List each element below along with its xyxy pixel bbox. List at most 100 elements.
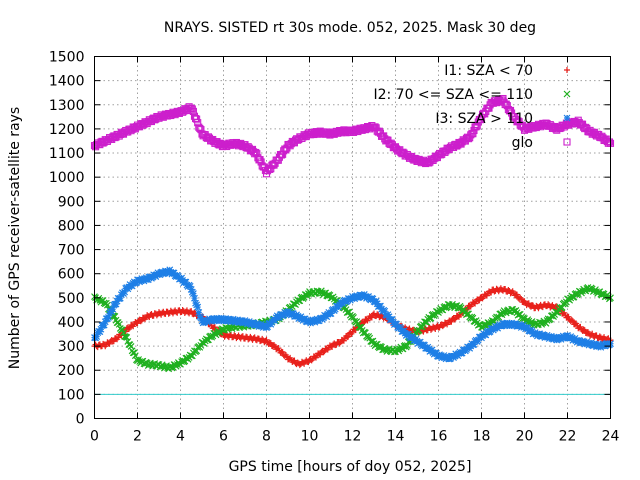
data-point <box>308 357 315 364</box>
data-point <box>116 294 124 302</box>
data-point <box>178 274 185 282</box>
data-point <box>189 107 197 115</box>
data-point <box>472 123 480 131</box>
data-point <box>427 326 434 333</box>
data-point <box>195 308 203 316</box>
data-point <box>257 320 265 328</box>
data-point <box>198 317 206 325</box>
data-point <box>267 340 274 347</box>
data-point <box>170 269 178 277</box>
data-point <box>197 314 205 322</box>
data-point <box>470 341 478 348</box>
y-tick-label: 400 <box>58 315 85 331</box>
data-point <box>134 320 141 327</box>
data-point <box>571 334 579 342</box>
data-point <box>102 299 110 307</box>
data-point <box>311 318 319 326</box>
legend-marker <box>563 114 571 122</box>
data-point <box>271 317 279 324</box>
data-point <box>464 310 471 318</box>
data-point <box>569 318 576 325</box>
legend-label: I3: SZA > 110 <box>435 111 533 127</box>
data-point <box>96 328 104 336</box>
x-tick-label: 18 <box>473 429 491 445</box>
x-tick-label: 2 <box>133 429 142 445</box>
data-point <box>323 313 331 321</box>
data-point <box>214 315 222 323</box>
data-point <box>189 290 197 297</box>
data-point <box>348 295 355 302</box>
data-point <box>267 320 275 328</box>
data-point <box>513 291 520 298</box>
y-tick-label: 600 <box>58 267 85 283</box>
data-point <box>488 289 495 296</box>
data-point <box>144 276 152 284</box>
legend-label: I1: SZA < 70 <box>444 63 533 79</box>
x-tick-label: 10 <box>301 429 319 445</box>
x-tick-label: 20 <box>516 429 534 445</box>
series-4 <box>90 94 615 178</box>
y-tick-label: 700 <box>58 243 85 259</box>
data-point <box>125 325 132 332</box>
data-point <box>301 315 309 323</box>
data-point <box>100 321 108 329</box>
data-point <box>191 294 198 302</box>
data-point <box>437 352 445 360</box>
data-point <box>242 318 250 326</box>
data-point <box>494 324 502 332</box>
data-point <box>378 305 385 313</box>
data-point <box>285 307 293 315</box>
data-point <box>596 333 603 340</box>
data-point <box>458 349 466 357</box>
data-point <box>384 311 392 319</box>
y-tick-label: 200 <box>58 363 85 379</box>
data-point <box>115 320 123 328</box>
data-point <box>187 286 195 293</box>
data-point <box>565 313 572 320</box>
data-point <box>568 316 575 323</box>
data-point <box>400 327 408 335</box>
data-point <box>275 345 282 352</box>
data-point <box>412 335 420 343</box>
data-point <box>605 138 613 146</box>
data-point <box>581 327 588 334</box>
data-point <box>103 301 111 309</box>
legend: I1: SZA < 70 I2: 70 <= SZA <= 110 I3: SZA … <box>373 63 571 151</box>
x-tick-label: 0 <box>90 429 99 445</box>
data-point <box>432 349 440 357</box>
data-point <box>140 277 148 285</box>
data-point <box>93 333 101 341</box>
plot-frame <box>94 56 611 419</box>
data-point <box>467 342 475 350</box>
data-point <box>97 325 105 333</box>
legend-label: glo <box>512 135 533 151</box>
x-tick-label: 4 <box>176 429 185 445</box>
y-tick-label: 1500 <box>49 50 85 66</box>
data-point <box>505 286 512 293</box>
data-point <box>188 105 196 113</box>
x-tick-label: 24 <box>602 429 620 445</box>
data-point <box>254 320 262 328</box>
axis-ticks: 0 2 4 6 8 10 12 14 16 18 20 22 240100200300400500600… <box>49 50 620 445</box>
data-point <box>297 313 305 321</box>
data-point <box>245 318 253 325</box>
data-point <box>211 324 218 331</box>
data-point <box>263 336 270 343</box>
data-point <box>153 312 160 319</box>
data-point <box>123 334 131 341</box>
data-point <box>368 314 375 321</box>
y-tick-label: 800 <box>58 218 85 234</box>
data-point <box>517 294 524 301</box>
data-point <box>421 341 428 349</box>
data-point <box>478 334 485 342</box>
data-point <box>335 303 342 311</box>
data-point <box>486 328 494 336</box>
data-point <box>351 295 359 303</box>
data-point <box>545 301 552 308</box>
legend-marker <box>564 67 570 73</box>
data-point <box>101 318 109 326</box>
x-tick-label: 22 <box>559 429 577 445</box>
data-point <box>135 356 142 363</box>
data-point <box>436 324 443 331</box>
data-point <box>381 307 389 315</box>
